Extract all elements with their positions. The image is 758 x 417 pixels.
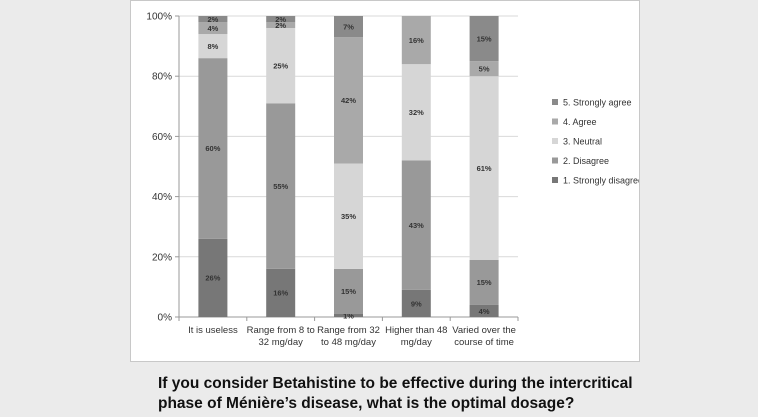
- x-category-label: Varied over the: [452, 325, 516, 336]
- x-category-label: Range from 8 to: [247, 325, 315, 336]
- bar-segment: [198, 34, 228, 59]
- bar-segment: [334, 268, 363, 314]
- legend-label: 3. Neutral: [563, 137, 602, 147]
- chart-area: 0% 20% 40% 60% 80% 100% 26% 60% 8% 4% 2% It is usel…: [130, 0, 640, 362]
- x-category-label: 32 mg/day: [259, 337, 304, 348]
- bar-segment: [334, 16, 363, 38]
- bar-segment: [266, 22, 296, 29]
- data-label: 16%: [273, 289, 288, 298]
- bar-segment: [198, 238, 228, 317]
- data-label: 61%: [477, 164, 492, 173]
- data-label: 15%: [477, 34, 492, 43]
- data-label: 1%: [343, 311, 354, 320]
- legend-label: 5. Strongly agree: [563, 98, 632, 108]
- x-category-label: course of time: [454, 337, 514, 348]
- y-tick-label: 20%: [152, 252, 172, 263]
- data-label: 7%: [343, 22, 354, 31]
- bar-segment: [401, 64, 431, 161]
- figure-caption: If you consider Betahistine to be effect…: [158, 374, 718, 414]
- bar-segment: [334, 313, 363, 317]
- bar-segment: [266, 103, 296, 269]
- legend-swatch: [552, 99, 558, 105]
- stacked-bar-chart: 0%20%40%60%80%100%26%60%8%4%2%It is usel…: [146, 12, 639, 349]
- data-label: 16%: [409, 36, 424, 45]
- bar-segment: [334, 37, 363, 164]
- bar-segment: [266, 16, 296, 23]
- data-label: 8%: [207, 42, 218, 51]
- x-category-label: Range from 32: [317, 325, 380, 336]
- data-label: 32%: [409, 108, 424, 117]
- legend-label: 2. Disagree: [563, 156, 609, 166]
- bar-segment: [334, 163, 363, 269]
- bar-segment: [198, 58, 228, 239]
- bar-segment: [469, 259, 499, 305]
- y-tick-label: 40%: [152, 192, 172, 203]
- bar-segment: [401, 160, 431, 290]
- bar-segment: [266, 28, 296, 104]
- y-tick-label: 80%: [152, 72, 172, 83]
- data-label: 43%: [409, 221, 424, 230]
- data-label: 42%: [341, 96, 356, 105]
- legend-swatch: [552, 157, 558, 164]
- data-label: 4%: [207, 24, 218, 33]
- legend-label: 4. Agree: [563, 117, 597, 127]
- data-label: 15%: [341, 287, 356, 296]
- data-label: 9%: [411, 299, 422, 308]
- data-label: 4%: [479, 307, 490, 316]
- bar-segment: [469, 16, 499, 62]
- data-label: 15%: [477, 278, 492, 287]
- data-label: 26%: [205, 274, 220, 283]
- legend-label: 1. Strongly disagree: [563, 176, 639, 186]
- legend-swatch: [552, 177, 558, 183]
- bar-segment: [198, 22, 228, 35]
- bar-segment: [266, 268, 296, 317]
- bar-segment: [401, 16, 431, 65]
- caption-line-1: If you consider Betahistine to be effect…: [158, 375, 633, 392]
- data-label: 55%: [273, 182, 288, 191]
- data-label: 2%: [207, 15, 218, 24]
- data-label: 60%: [205, 144, 220, 153]
- data-label: 35%: [341, 212, 356, 221]
- bar-segment: [469, 304, 499, 317]
- x-category-label: mg/day: [401, 337, 432, 348]
- data-label: 5%: [479, 64, 490, 73]
- bar-segment: [198, 16, 228, 23]
- y-tick-label: 100%: [146, 12, 172, 23]
- data-label: 2%: [275, 21, 286, 30]
- legend-swatch: [552, 138, 558, 144]
- y-tick-label: 60%: [152, 132, 172, 143]
- x-category-label: Higher than 48: [385, 325, 447, 336]
- data-label: 25%: [273, 61, 288, 70]
- y-tick-label: 0%: [158, 313, 173, 324]
- x-category-label: to 48 mg/day: [321, 337, 376, 348]
- x-category-label: It is useless: [188, 325, 238, 336]
- bar-segment: [401, 289, 431, 317]
- caption-line-2: phase of Ménière’s disease, what is the …: [158, 395, 575, 412]
- bar-segment: [469, 76, 499, 260]
- bar-segment: [469, 61, 499, 77]
- data-label: 2%: [275, 15, 286, 24]
- legend-swatch: [552, 118, 558, 125]
